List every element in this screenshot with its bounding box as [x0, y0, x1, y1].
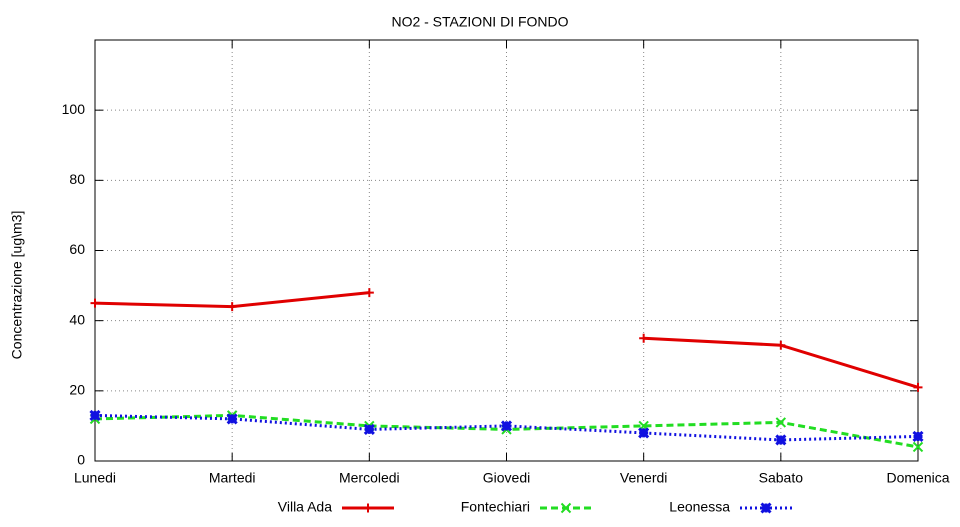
marker [89, 409, 101, 421]
y-tick-label: 100 [62, 101, 86, 117]
marker [638, 427, 650, 439]
marker [639, 333, 649, 343]
marker [226, 413, 238, 425]
marker [227, 302, 237, 312]
legend-label: Fontechiari [461, 499, 530, 515]
marker [363, 503, 373, 513]
y-tick-label: 40 [69, 311, 85, 327]
legend-label: Leonessa [669, 499, 730, 515]
marker [90, 298, 100, 308]
legend-label: Villa Ada [278, 499, 332, 515]
plot-border [94, 39, 919, 462]
marker [775, 434, 787, 446]
x-tick-label: Sabato [759, 470, 804, 486]
marker [364, 288, 374, 298]
marker [500, 420, 513, 432]
y-tick-label: 80 [69, 171, 85, 187]
y-axis-label: Concentrazione [ug\m3] [9, 211, 25, 360]
chart-title: NO2 - STAZIONI DI FONDO [391, 14, 568, 30]
marker [776, 340, 786, 350]
x-tick-label: Giovedi [483, 470, 530, 486]
x-tick-label: Domenica [886, 470, 949, 486]
marker [363, 423, 375, 435]
marker [560, 502, 572, 514]
x-tick-label: Venerdi [620, 470, 667, 486]
marker [912, 430, 924, 443]
marker [912, 441, 924, 453]
x-tick-label: Martedi [209, 470, 256, 486]
y-tick-label: 60 [69, 241, 85, 257]
y-tick-label: 20 [69, 382, 85, 398]
x-tick-label: Lunedi [74, 470, 116, 486]
marker [775, 417, 787, 428]
y-tick-label: 0 [77, 452, 85, 468]
x-tick-label: Mercoledi [339, 470, 400, 486]
marker [760, 502, 772, 514]
marker [913, 382, 923, 392]
